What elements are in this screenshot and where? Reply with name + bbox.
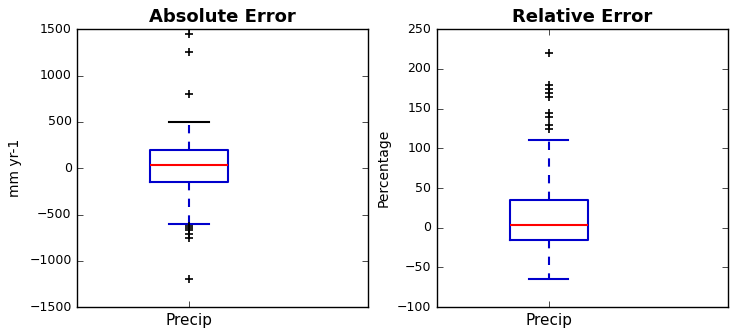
Y-axis label: mm yr-1: mm yr-1: [8, 139, 22, 197]
Y-axis label: Percentage: Percentage: [376, 129, 390, 207]
Title: Relative Error: Relative Error: [512, 8, 653, 26]
Title: Absolute Error: Absolute Error: [149, 8, 296, 26]
